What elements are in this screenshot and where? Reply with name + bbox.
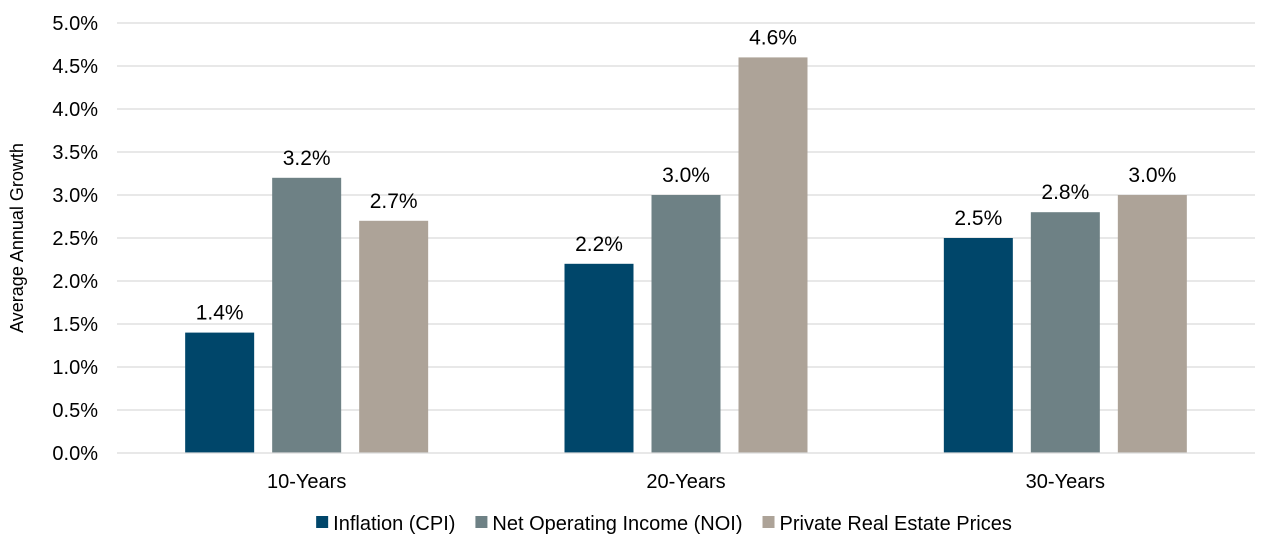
data-label: 1.4% xyxy=(196,302,244,325)
legend-swatch xyxy=(316,516,329,528)
bar-30-years-series-0 xyxy=(943,238,1013,453)
x-tick-label: 30-Years xyxy=(1026,471,1105,493)
bar-10-years-series-2 xyxy=(359,220,429,453)
bar-20-years-series-0 xyxy=(564,263,634,453)
legend-swatch xyxy=(762,516,775,528)
bar-20-years-series-2 xyxy=(738,57,808,454)
y-tick-label: 4.0% xyxy=(52,99,98,121)
y-tick-label: 0.5% xyxy=(52,400,98,422)
x-tick-label: 10-Years xyxy=(267,471,346,493)
data-label: 3.0% xyxy=(1128,164,1176,187)
y-tick-label: 1.5% xyxy=(52,314,98,336)
legend-label: Private Real Estate Prices xyxy=(780,513,1012,535)
bar-30-years-series-1 xyxy=(1030,212,1100,453)
y-tick-label: 3.0% xyxy=(52,185,98,207)
y-tick-label: 1.0% xyxy=(52,357,98,379)
data-label: 2.5% xyxy=(954,207,1002,230)
bar-20-years-series-1 xyxy=(651,195,721,453)
legend: Inflation (CPI) Net Operating Income (NOI… xyxy=(316,513,1012,535)
data-label: 4.6% xyxy=(749,26,797,49)
data-label: 2.2% xyxy=(575,233,623,256)
bar-30-years-series-2 xyxy=(1117,195,1187,453)
x-tick-label: 20-Years xyxy=(646,471,725,493)
data-label: 3.0% xyxy=(662,164,710,187)
legend-swatch xyxy=(475,516,488,528)
y-tick-label: 2.0% xyxy=(52,271,98,293)
bar-10-years-series-1 xyxy=(272,177,342,454)
y-axis-title: Average Annual Growth xyxy=(7,143,27,333)
y-tick-label: 3.5% xyxy=(52,142,98,164)
legend-item: Private Real Estate Prices xyxy=(762,513,1012,535)
y-tick-label: 5.0% xyxy=(52,13,98,35)
legend-item: Inflation (CPI) xyxy=(316,513,455,535)
y-tick-label: 2.5% xyxy=(52,228,98,250)
x-axis-ticks: 10-Years 20-Years 30-Years xyxy=(267,471,1105,493)
y-axis-ticks: 0.0% 0.5% 1.0% 1.5% 2.0% 2.5% 3.0% 3.5% 4.0% 4.5%… xyxy=(52,13,98,465)
data-labels: 1.4% 3.2% 2.7% 2.2% 3.0% 4.6% 2.5% 2.8% 3.0% xyxy=(196,26,1177,324)
y-tick-label: 4.5% xyxy=(52,56,98,78)
y-tick-label: 0.0% xyxy=(52,443,98,465)
bars xyxy=(185,57,1187,454)
data-label: 2.7% xyxy=(370,190,418,213)
legend-label: Inflation (CPI) xyxy=(333,513,455,535)
legend-label: Net Operating Income (NOI) xyxy=(492,513,742,535)
legend-item: Net Operating Income (NOI) xyxy=(475,513,743,535)
data-label: 3.2% xyxy=(283,147,331,170)
data-label: 2.8% xyxy=(1041,181,1089,204)
bar-10-years-series-0 xyxy=(185,332,255,453)
